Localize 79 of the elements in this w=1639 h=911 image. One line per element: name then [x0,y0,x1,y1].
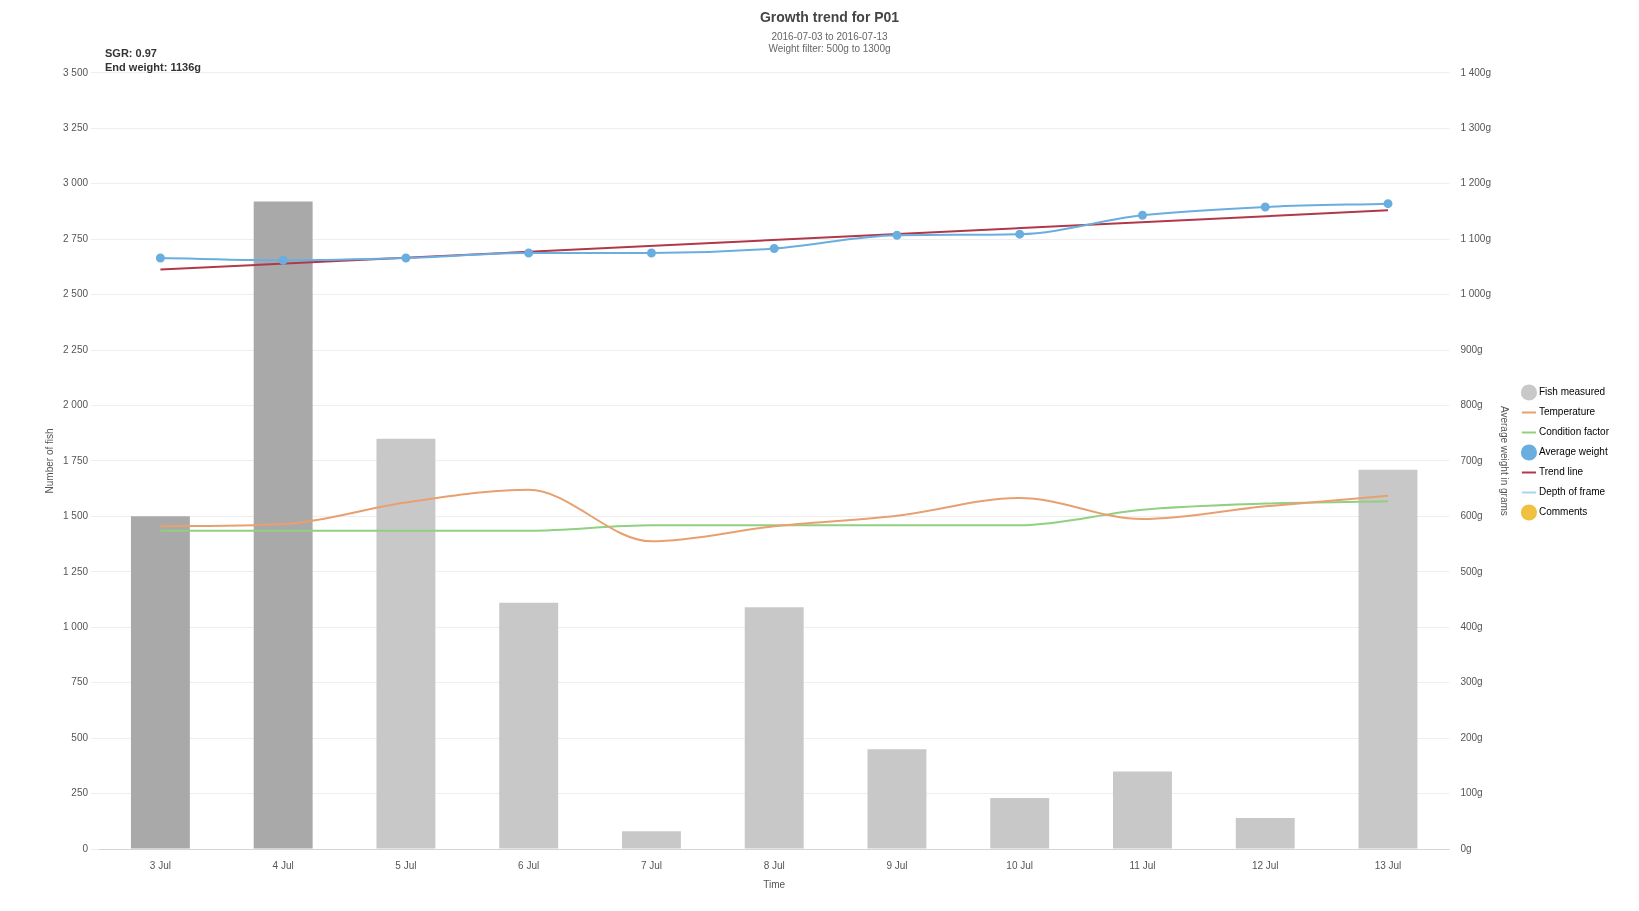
annotation: End weight: 1136g [105,60,201,74]
point [892,230,902,240]
bar [744,607,804,849]
text: SGR: 0.97 [105,46,158,60]
x-tick-label: 6 Jul [518,859,540,871]
y2-tick-label: 1 100g [1460,232,1491,244]
point [1137,210,1147,220]
legend-label: Temperature [1538,406,1596,418]
bar [376,438,436,849]
y2-axis-title: Average weight in grams [1499,405,1511,516]
x-tick-label: 8 Jul [763,859,785,871]
legend-label: Condition factor [1538,426,1610,438]
y2-tick-label: 1 000g [1460,288,1491,300]
x-tick-label: 4 Jul [272,859,294,871]
y-tick-label: 0 [82,842,89,854]
point [646,248,656,258]
chart-subtitle: 2016-07-03 to 2016-07-13 Weight filter: 500g to 1300g [768,30,891,54]
x-tick-label: 7 Jul [640,859,662,871]
y-tick-label: 250 [71,787,89,799]
x-tick-label: 13 Jul [1374,859,1402,871]
y2-tick-label: 1 300g [1460,121,1491,133]
bar [1358,469,1418,849]
y2-tick-label: 900g [1460,343,1483,355]
y-tick-label: 750 [71,676,89,688]
point [524,248,534,258]
bar [990,797,1050,849]
y-axis-title: Number of fish [43,428,55,494]
line-series [159,488,1389,543]
y2-tick-label: 800g [1460,399,1483,411]
y-tick-label: 1 750 [62,454,89,466]
y-tick-label: 1 500 [62,510,89,522]
legend-label: Depth of frame [1538,486,1606,498]
x-tick-label: 3 Jul [149,859,171,871]
y-tick-label: 3 500 [62,66,89,78]
bar [867,749,927,849]
bar [1113,771,1172,849]
y-tick-label: 500 [71,731,89,743]
bar [499,602,559,849]
point [155,253,165,263]
x-tick-label: 9 Jul [886,859,908,871]
y2-tick-label: 400g [1460,620,1483,632]
point [769,244,779,254]
chart-title: Growth trend for P01 [759,9,900,26]
y-tick-label: 2 500 [62,288,89,300]
y2-tick-label: 0g [1460,842,1472,854]
legend-label: Comments [1538,506,1588,518]
x-tick-label: 11 Jul [1129,859,1156,871]
line-series [159,500,1389,532]
bar [621,831,681,849]
y-tick-label: 3 000 [62,177,89,189]
point [1260,202,1270,212]
point [278,255,288,265]
point [1015,229,1025,239]
x-tick-label: 12 Jul [1251,859,1279,871]
y-tick-label: 2 250 [62,343,89,355]
point [401,253,411,263]
y2-tick-label: 1 400g [1460,66,1491,78]
y2-tick-label: 500g [1460,565,1483,577]
y2-tick-label: 300g [1460,676,1483,688]
y-tick-label: 1 000 [62,620,89,632]
y2-tick-label: 600g [1460,510,1483,522]
y-tick-label: 1 250 [62,565,89,577]
bar [253,201,313,849]
y-tick-label: 2 000 [62,399,89,411]
bar [130,516,190,849]
x-tick-label: 10 Jul [1006,859,1034,871]
x-tick-label: 5 Jul [395,859,417,871]
y-tick-label: 2 750 [62,232,89,244]
y2-tick-label: 700g [1460,454,1483,466]
legend-label: Average weight [1538,446,1608,458]
legend-label: Fish measured [1538,386,1606,398]
y2-tick-label: 1 200g [1460,177,1491,189]
bar [1235,817,1295,849]
x-axis-title: Time [763,878,786,890]
y2-tick-label: 200g [1460,731,1483,743]
legend-label: Trend line [1538,466,1584,478]
y2-tick-label: 100g [1460,787,1483,799]
y-tick-label: 3 250 [62,121,89,133]
point [1383,199,1393,209]
